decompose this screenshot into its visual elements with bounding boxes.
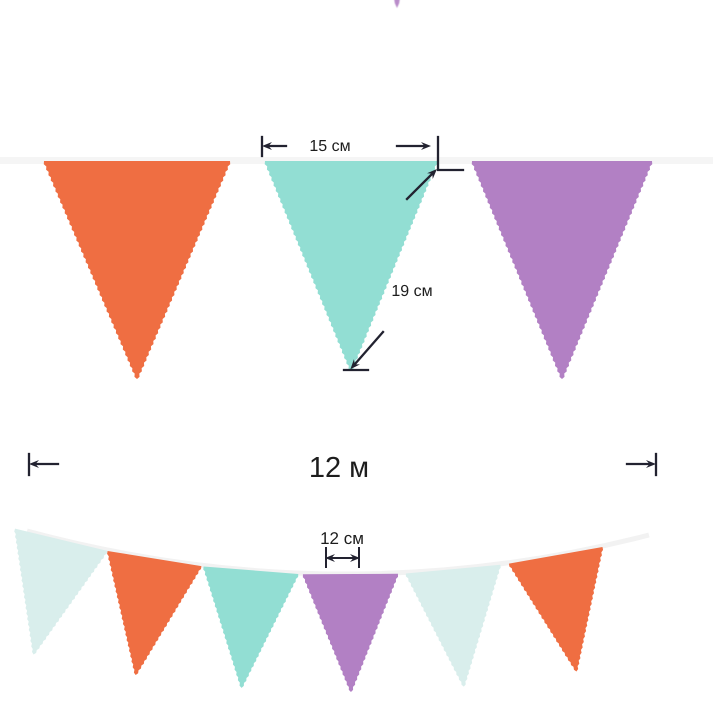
svg-text:12 см: 12 см (320, 529, 364, 548)
svg-text:12 м: 12 м (309, 452, 369, 484)
svg-text:19 см: 19 см (391, 283, 432, 300)
svg-text:15 см: 15 см (309, 138, 350, 155)
